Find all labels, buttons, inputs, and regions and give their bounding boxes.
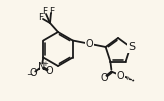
Text: F: F [42,7,48,16]
Text: O: O [127,74,134,83]
Text: −: − [26,70,32,79]
Text: O: O [117,70,124,80]
Text: O: O [101,73,108,83]
Text: O: O [45,66,53,76]
Text: S: S [128,42,135,52]
Text: F: F [38,14,44,23]
Text: O: O [85,39,93,49]
Text: +: + [42,62,48,67]
Text: O: O [30,67,37,77]
Text: F: F [49,6,55,15]
Text: N: N [38,63,45,73]
